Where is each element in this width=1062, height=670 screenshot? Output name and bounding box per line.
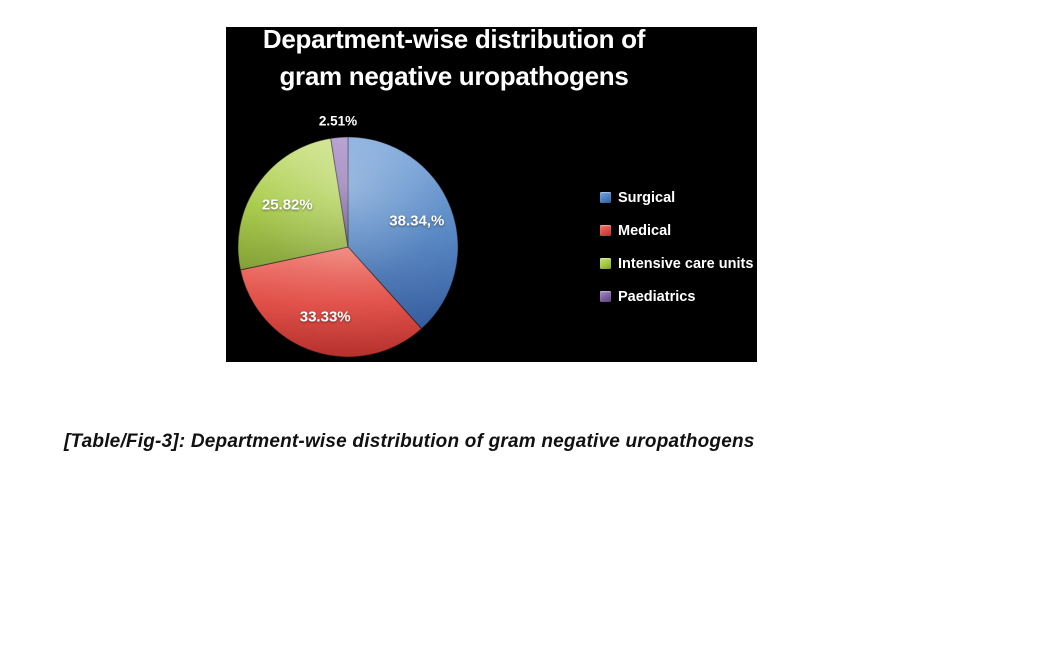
pie-label-intensive-care-units: 25.82% <box>261 196 313 214</box>
chart-title-line-2: gram negative uropathogens <box>279 61 629 91</box>
legend-color-swatch-icon <box>600 258 611 269</box>
legend-label: Intensive care units <box>618 255 754 272</box>
pie-gloss-overlay <box>238 137 458 357</box>
legend-label: Medical <box>618 222 672 239</box>
legend-item-paediatrics: Paediatrics <box>600 280 753 313</box>
pie-chart: 38.34,% 33.33% 25.82% 2.51% <box>236 113 460 359</box>
legend-item-surgical: Surgical <box>600 181 753 214</box>
pie-label-paediatrics: 2.51% <box>318 113 358 129</box>
pie-label-surgical: 38.34,% <box>389 212 445 230</box>
pie-chart-svg <box>237 136 459 358</box>
figure-caption: [Table/Fig-3]: Department-wise distribut… <box>64 431 755 452</box>
pie-data-labels: 38.34,% 33.33% 25.82% 2.51% <box>236 113 460 359</box>
legend-item-intensive-care-units: Intensive care units <box>600 247 753 280</box>
legend-label: Surgical <box>618 189 676 206</box>
chart-title-line-1: Department-wise distribution of <box>262 27 646 54</box>
legend-color-swatch-icon <box>600 192 611 203</box>
legend-label: Paediatrics <box>618 288 696 305</box>
legend-item-medical: Medical <box>600 214 753 247</box>
legend-color-swatch-icon <box>600 291 611 302</box>
chart-title: Department-wise distribution of gram neg… <box>228 27 680 95</box>
pie-label-medical: 33.33% <box>299 308 351 326</box>
chart-legend: Surgical Medical Intensive care units Paedi… <box>600 181 753 313</box>
figure-image: Department-wise distribution of gram neg… <box>226 27 757 362</box>
legend-color-swatch-icon <box>600 225 611 236</box>
